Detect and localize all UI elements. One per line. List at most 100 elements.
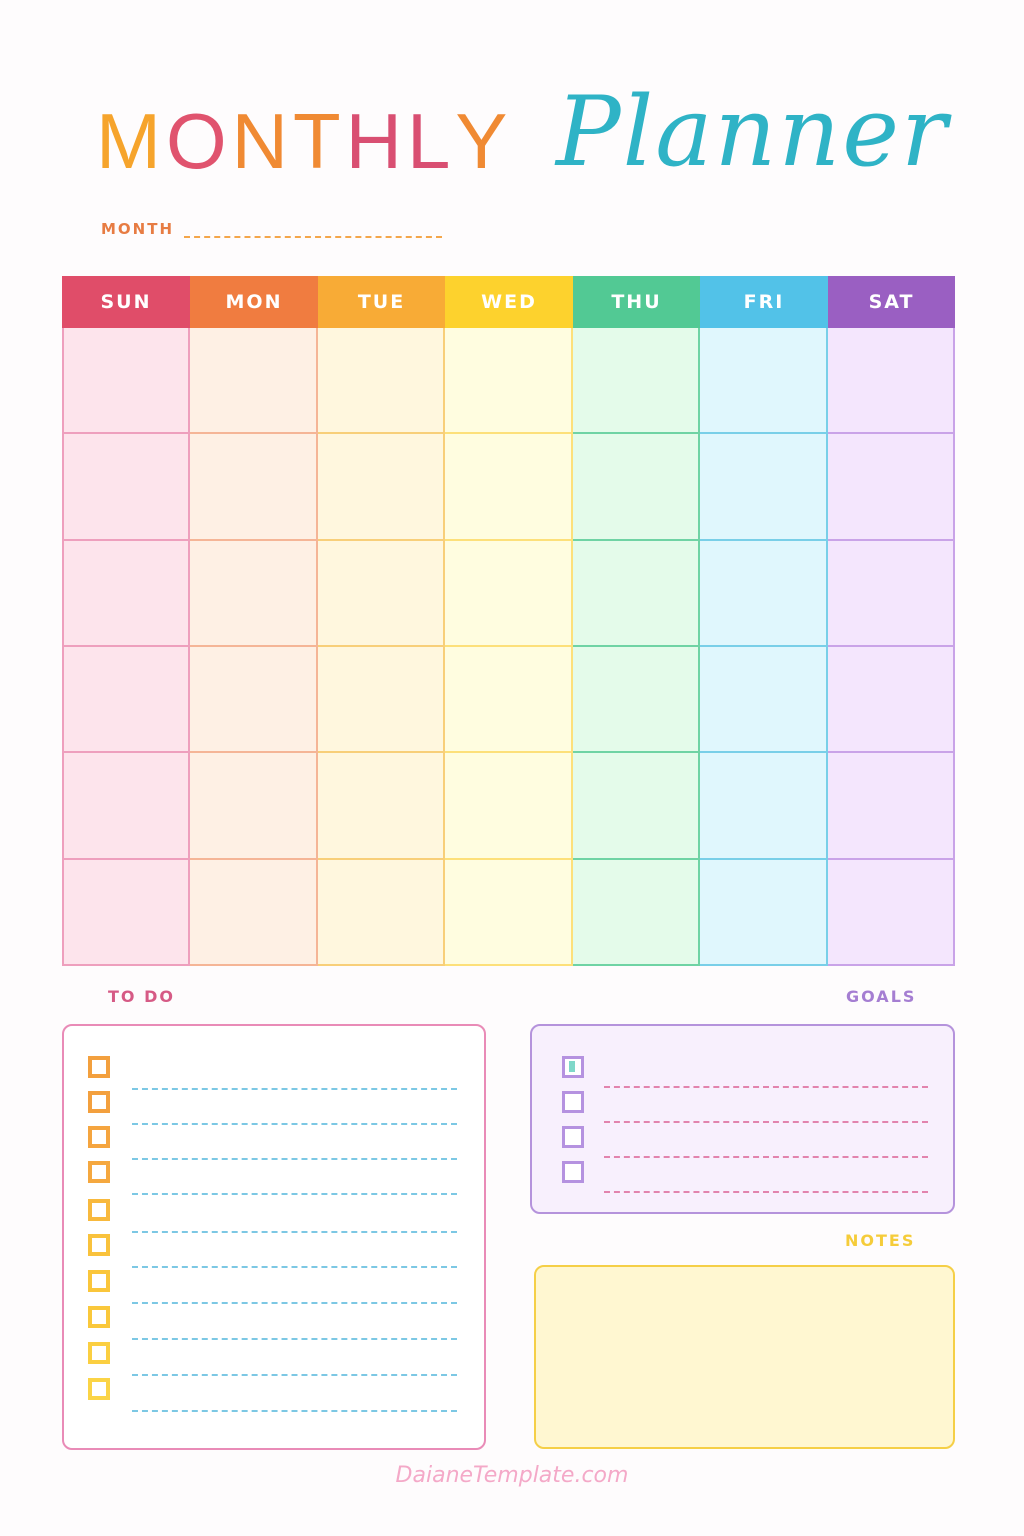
day-header-sat: SAT <box>828 276 955 328</box>
day-column-sun <box>62 328 190 966</box>
todo-text-line[interactable] <box>132 1231 457 1233</box>
goal-checkbox[interactable] <box>562 1056 584 1078</box>
todo-text-line[interactable] <box>132 1123 457 1125</box>
todo-text-line[interactable] <box>132 1338 457 1340</box>
todo-text-line[interactable] <box>132 1410 457 1412</box>
day-cell[interactable] <box>318 328 445 435</box>
notes-area[interactable] <box>534 1265 955 1449</box>
day-cell[interactable] <box>573 540 700 647</box>
day-cell[interactable] <box>573 859 700 966</box>
day-cell[interactable] <box>62 646 190 754</box>
day-header-wed: WED <box>445 276 573 328</box>
title-letter: L <box>407 97 456 185</box>
day-cell[interactable] <box>573 434 700 541</box>
day-cell[interactable] <box>445 540 573 647</box>
todo-checkbox[interactable] <box>88 1306 110 1328</box>
day-cell[interactable] <box>62 540 190 647</box>
todo-text-line[interactable] <box>132 1266 457 1268</box>
todo-checkbox[interactable] <box>88 1270 110 1292</box>
day-cell[interactable] <box>828 859 955 966</box>
todo-checkbox[interactable] <box>88 1056 110 1078</box>
day-cell[interactable] <box>62 328 190 435</box>
todo-checkbox[interactable] <box>88 1342 110 1364</box>
day-cell[interactable] <box>190 328 318 435</box>
day-cell[interactable] <box>700 753 828 860</box>
day-cell[interactable] <box>573 646 700 754</box>
day-cell[interactable] <box>62 434 190 541</box>
goal-checkbox[interactable] <box>562 1126 584 1148</box>
day-cell[interactable] <box>828 540 955 647</box>
day-cell[interactable] <box>700 328 828 435</box>
goal-text-line[interactable] <box>604 1156 928 1158</box>
todo-item <box>88 1091 457 1125</box>
day-cell[interactable] <box>318 646 445 754</box>
title-letter: O <box>165 97 232 185</box>
todo-checkbox[interactable] <box>88 1378 110 1400</box>
todo-checkbox[interactable] <box>88 1199 110 1221</box>
day-cell[interactable] <box>828 434 955 541</box>
goal-item <box>562 1056 928 1088</box>
day-cell[interactable] <box>445 646 573 754</box>
day-cell[interactable] <box>190 859 318 966</box>
goal-item <box>562 1126 928 1158</box>
watermark: DaianeTemplate.com <box>395 1463 629 1488</box>
day-cell[interactable] <box>62 753 190 860</box>
day-header-sun: SUN <box>62 276 190 328</box>
todo-label: TO DO <box>108 987 175 1006</box>
day-cell[interactable] <box>828 753 955 860</box>
goal-checkbox[interactable] <box>562 1161 584 1183</box>
day-cell[interactable] <box>190 753 318 860</box>
title-letter: N <box>231 97 293 185</box>
day-column-sat <box>828 328 955 966</box>
todo-text-line[interactable] <box>132 1302 457 1304</box>
todo-item <box>88 1378 457 1412</box>
day-cell[interactable] <box>573 328 700 435</box>
day-cell[interactable] <box>62 859 190 966</box>
day-cell[interactable] <box>318 540 445 647</box>
day-cell[interactable] <box>318 753 445 860</box>
goal-text-line[interactable] <box>604 1191 928 1193</box>
day-header-tue: TUE <box>318 276 445 328</box>
todo-checkbox[interactable] <box>88 1234 110 1256</box>
goal-text-line[interactable] <box>604 1086 928 1088</box>
day-cell[interactable] <box>445 328 573 435</box>
day-cell[interactable] <box>700 859 828 966</box>
todo-item <box>88 1342 457 1376</box>
day-cell[interactable] <box>190 646 318 754</box>
month-input[interactable] <box>184 218 443 238</box>
title-monthly: MONTHLY <box>96 102 512 180</box>
calendar-body <box>62 328 955 966</box>
day-cell[interactable] <box>700 434 828 541</box>
goal-checkbox[interactable] <box>562 1091 584 1113</box>
goal-item <box>562 1161 928 1193</box>
day-cell[interactable] <box>573 753 700 860</box>
day-cell[interactable] <box>828 646 955 754</box>
todo-checkbox[interactable] <box>88 1091 110 1113</box>
goal-text-line[interactable] <box>604 1121 928 1123</box>
todo-list <box>62 1024 486 1450</box>
day-header-thu: THU <box>573 276 700 328</box>
day-cell[interactable] <box>700 540 828 647</box>
month-label: MONTH <box>101 220 175 238</box>
notes-label: NOTES <box>845 1231 916 1250</box>
todo-item <box>88 1270 457 1304</box>
day-cell[interactable] <box>445 434 573 541</box>
day-cell[interactable] <box>700 646 828 754</box>
todo-text-line[interactable] <box>132 1158 457 1160</box>
todo-text-line[interactable] <box>132 1374 457 1376</box>
day-cell[interactable] <box>190 540 318 647</box>
day-cell[interactable] <box>828 328 955 435</box>
todo-text-line[interactable] <box>132 1088 457 1090</box>
day-cell[interactable] <box>318 859 445 966</box>
day-cell[interactable] <box>445 859 573 966</box>
todo-checkbox[interactable] <box>88 1126 110 1148</box>
goals-label: GOALS <box>846 987 917 1006</box>
day-cell[interactable] <box>190 434 318 541</box>
calendar-grid: SUN MON TUE WED THU FRI SAT <box>62 276 955 966</box>
day-cell[interactable] <box>445 753 573 860</box>
todo-text-line[interactable] <box>132 1193 457 1195</box>
todo-checkbox[interactable] <box>88 1161 110 1183</box>
todo-item <box>88 1199 457 1233</box>
day-cell[interactable] <box>318 434 445 541</box>
check-mark-icon <box>569 1061 575 1072</box>
